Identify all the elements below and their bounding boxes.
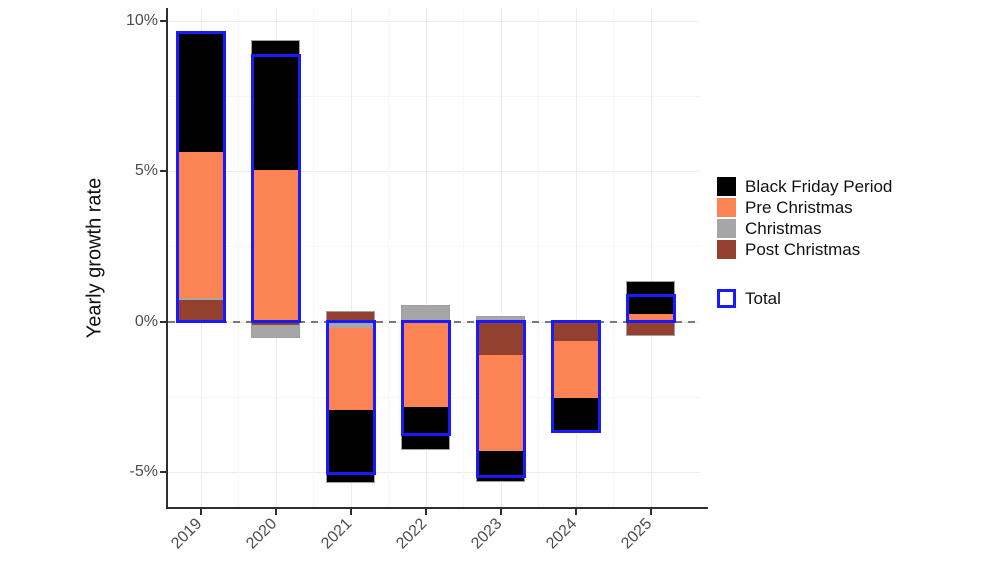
bar-segment-2019 xyxy=(177,300,225,322)
legend-swatch-black-friday xyxy=(717,177,736,196)
gridline-minor-v xyxy=(238,8,240,507)
bar-segment-2025 xyxy=(627,282,675,314)
gridline-major-h xyxy=(168,21,700,22)
bar-segment-2021 xyxy=(327,312,375,322)
total-outline-2023 xyxy=(475,320,526,478)
x-tick-label: 2023 xyxy=(467,515,506,553)
x-tick-label: 2020 xyxy=(242,515,281,553)
x-tick-label: 2019 xyxy=(167,515,206,553)
bar-segment-2023 xyxy=(477,316,525,322)
y-tick-label: 10% xyxy=(125,12,158,29)
gridline-minor-h xyxy=(168,96,700,98)
bar-segment-2025 xyxy=(627,313,675,322)
gridline-minor-h xyxy=(168,246,700,248)
bar-segment-2020 xyxy=(252,40,300,170)
x-tick-mark xyxy=(274,509,277,515)
x-tick-label: 2021 xyxy=(317,515,356,553)
gridline-major-h xyxy=(168,471,700,473)
legend-item-christmas: Christmas xyxy=(717,218,892,239)
y-tick-label: 5% xyxy=(134,162,158,180)
bar-segment-2020 xyxy=(252,169,300,322)
bar-segment-2020 xyxy=(252,321,300,325)
legend: Black Friday Period Pre Christmas Christ… xyxy=(717,176,892,309)
bar-segment-2021 xyxy=(327,410,375,483)
legend-item-total: Total xyxy=(717,288,892,309)
x-tick-mark xyxy=(649,509,652,515)
gridline-major-v xyxy=(350,8,352,507)
x-tick-mark xyxy=(424,509,427,515)
bar-segment-2023 xyxy=(477,321,525,355)
bar-segment-2019 xyxy=(177,152,225,299)
gridline-major-v xyxy=(425,8,427,507)
legend-swatch-christmas xyxy=(717,219,736,238)
legend-item-black-friday: Black Friday Period xyxy=(717,176,892,197)
x-tick-mark xyxy=(574,509,577,515)
total-outline-2019 xyxy=(175,30,226,323)
total-outline-2020 xyxy=(250,54,301,323)
gridline-major-v xyxy=(650,8,652,507)
total-outline-2024 xyxy=(550,320,601,433)
gridline-minor-v xyxy=(388,8,390,507)
bar-segment-2021 xyxy=(327,327,375,411)
x-tick-mark xyxy=(199,509,202,515)
gridline-minor-v xyxy=(538,8,540,507)
bar-segment-2019 xyxy=(177,32,225,153)
bar-segment-2022 xyxy=(402,407,450,450)
bar-segment-2025 xyxy=(627,321,675,336)
bar-segment-2024 xyxy=(552,321,600,342)
legend-label-christmas: Christmas xyxy=(745,218,822,238)
bar-segment-2022 xyxy=(402,321,450,408)
bar-segment-2022 xyxy=(402,306,450,320)
x-tick-mark xyxy=(349,509,352,515)
x-tick-label: 2024 xyxy=(542,515,581,553)
gridline-minor-v xyxy=(613,8,615,507)
bar-segment-2020 xyxy=(252,324,300,337)
bar-segment-2024 xyxy=(552,398,600,432)
total-outline-2022 xyxy=(400,320,451,436)
y-tick-mark xyxy=(160,170,166,173)
y-tick-label: -5% xyxy=(129,462,158,480)
gridline-major-v xyxy=(575,8,577,507)
bar-segment-2023 xyxy=(477,354,525,451)
x-tick-mark xyxy=(499,509,502,515)
y-tick-mark xyxy=(160,20,166,22)
legend-item-pre-christmas: Pre Christmas xyxy=(717,197,892,218)
x-tick-label: 2025 xyxy=(617,515,656,553)
x-tick-label: 2022 xyxy=(392,515,431,553)
legend-label-post-christmas: Post Christmas xyxy=(745,239,861,259)
gridline-major-h xyxy=(168,171,700,173)
bar-segment-2019 xyxy=(177,298,225,301)
y-tick-mark xyxy=(160,320,166,323)
gridline-minor-v xyxy=(463,8,465,507)
x-axis-line xyxy=(166,507,708,509)
total-outline-2021 xyxy=(325,320,376,475)
bar-segment-2021 xyxy=(327,321,375,328)
y-tick-label: 0% xyxy=(134,312,158,330)
bar-segment-2024 xyxy=(552,341,600,399)
y-tick-mark xyxy=(160,470,166,473)
legend-label-black-friday: Black Friday Period xyxy=(745,176,893,196)
y-axis-line xyxy=(166,8,168,509)
y-axis-title: Yearly growth rate xyxy=(83,177,106,339)
legend-item-post-christmas: Post Christmas xyxy=(717,239,892,260)
gridline-minor-v xyxy=(313,8,315,507)
legend-swatch-pre-christmas xyxy=(717,198,736,217)
legend-swatch-total xyxy=(717,289,736,308)
legend-label-total: Total xyxy=(745,288,781,308)
gridline-major-v xyxy=(500,8,502,507)
total-outline-2025 xyxy=(625,294,676,323)
legend-swatch-post-christmas xyxy=(717,240,736,259)
legend-label-pre-christmas: Pre Christmas xyxy=(745,197,853,217)
